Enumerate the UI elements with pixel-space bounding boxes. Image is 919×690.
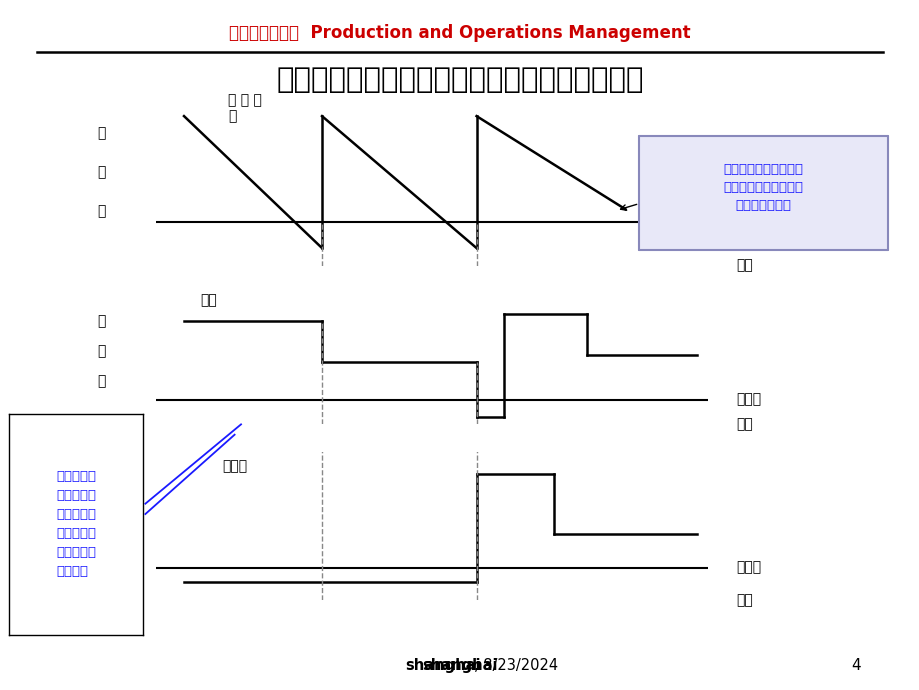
Text: 4: 4 bbox=[850, 658, 859, 673]
Text: 处理独立需求问题和生产系统内的相关需求问题: 处理独立需求问题和生产系统内的相关需求问题 bbox=[276, 66, 643, 94]
Text: 最 终 产
品: 最 终 产 品 bbox=[228, 93, 262, 124]
Text: 库: 库 bbox=[96, 314, 106, 328]
Text: 零件: 零件 bbox=[200, 293, 217, 307]
Text: 生产与运作管理  Production and Operations Management: 生产与运作管理 Production and Operations Manage… bbox=[229, 24, 690, 42]
Text: 量: 量 bbox=[96, 547, 106, 561]
Text: 存: 存 bbox=[96, 344, 106, 358]
Text: 时间: 时间 bbox=[735, 417, 752, 431]
Text: shanghai: shanghai bbox=[422, 658, 497, 673]
Text: 订货点: 订货点 bbox=[735, 215, 760, 228]
Text: shanghai: shanghai bbox=[404, 658, 480, 673]
Text: 原材料: 原材料 bbox=[222, 460, 247, 473]
Text: 库: 库 bbox=[96, 127, 106, 141]
Text: 量: 量 bbox=[96, 204, 106, 218]
Text: 库: 库 bbox=[96, 482, 106, 496]
Text: 存: 存 bbox=[96, 166, 106, 179]
Text: 存: 存 bbox=[96, 515, 106, 529]
Text: 相关需求：
一种物料的
需求与其他
物料的需求
具有内在的
相关的性: 相关需求： 一种物料的 需求与其他 物料的需求 具有内在的 相关的性 bbox=[56, 471, 96, 578]
Text: , 8/23/2024: , 8/23/2024 bbox=[473, 658, 557, 673]
Text: 量: 量 bbox=[96, 375, 106, 388]
Text: 独立需求：对一种物料
的需求与对其他物料需
求之间是无关的: 独立需求：对一种物料 的需求与对其他物料需 求之间是无关的 bbox=[723, 163, 802, 212]
Text: 时间: 时间 bbox=[735, 593, 752, 607]
Text: 时间: 时间 bbox=[735, 259, 752, 273]
Text: 订货点: 订货点 bbox=[735, 393, 760, 406]
Text: 订货点: 订货点 bbox=[735, 561, 760, 575]
